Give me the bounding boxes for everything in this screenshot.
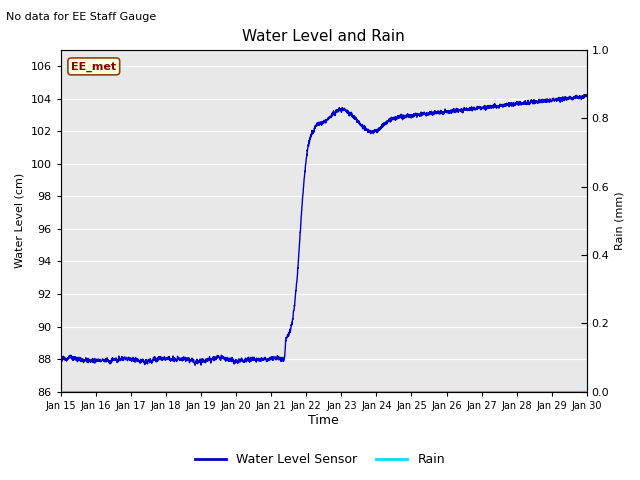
Rain <box>583 389 591 395</box>
Water Level Sensor <box>282 342 289 348</box>
Water Level Sensor <box>57 358 65 364</box>
Line: Water Level Sensor: Water Level Sensor <box>61 95 587 365</box>
Rain <box>117 389 125 395</box>
Rain <box>573 389 580 395</box>
Water Level Sensor <box>583 93 591 99</box>
X-axis label: Time: Time <box>308 414 339 427</box>
Legend: Water Level Sensor, Rain: Water Level Sensor, Rain <box>190 448 450 471</box>
Text: No data for EE Staff Gauge: No data for EE Staff Gauge <box>6 12 157 22</box>
Water Level Sensor <box>259 356 266 361</box>
Rain <box>148 389 156 395</box>
Water Level Sensor <box>582 92 590 97</box>
Water Level Sensor <box>573 94 580 99</box>
Y-axis label: Water Level (cm): Water Level (cm) <box>15 173 25 268</box>
Title: Water Level and Rain: Water Level and Rain <box>243 29 405 44</box>
Rain <box>516 389 524 395</box>
Water Level Sensor <box>191 362 199 368</box>
Water Level Sensor <box>148 360 156 365</box>
Y-axis label: Rain (mm): Rain (mm) <box>615 192 625 250</box>
Water Level Sensor <box>117 357 125 362</box>
Rain <box>282 389 289 395</box>
Rain <box>259 389 266 395</box>
Rain <box>57 389 65 395</box>
Text: EE_met: EE_met <box>71 61 116 72</box>
Water Level Sensor <box>516 101 524 107</box>
